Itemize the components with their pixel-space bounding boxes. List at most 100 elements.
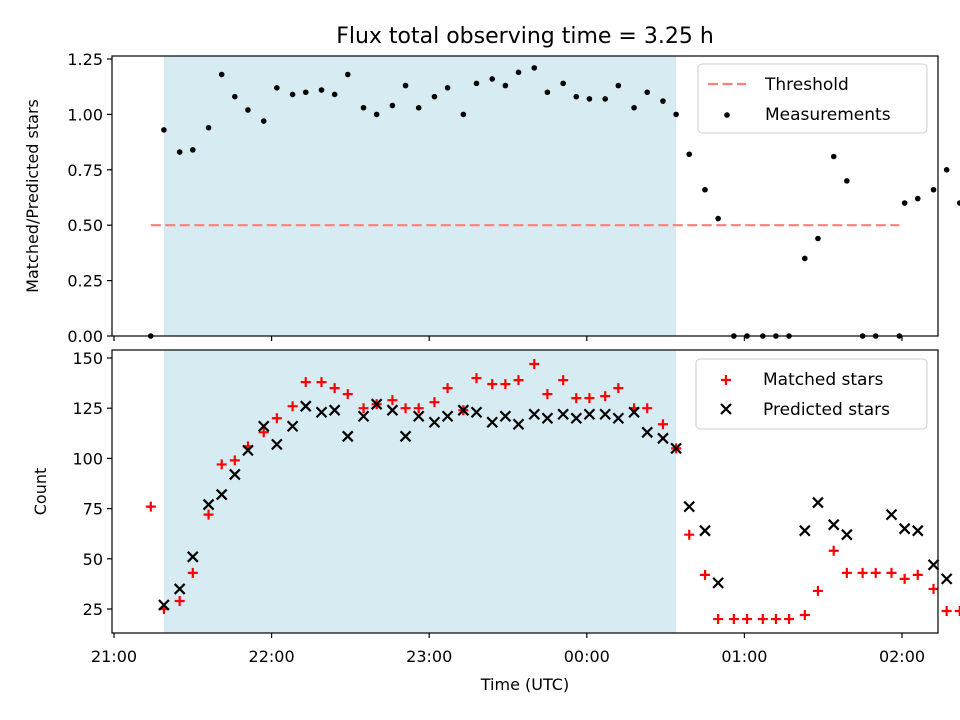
predicted-star-point: [441, 410, 454, 423]
measurement-point: [402, 82, 409, 89]
predicted-star-point: [187, 551, 199, 563]
matched-star-point: [857, 567, 868, 578]
measurement-point: [260, 118, 267, 124]
matched-star-point: [742, 614, 753, 625]
legend-measurements-label: Measurements: [765, 105, 891, 125]
measurement-point: [161, 127, 167, 133]
legend-matched-label: Matched stars: [763, 370, 883, 390]
measurement-point: [302, 89, 309, 96]
y-tick-label: 0.25: [67, 272, 103, 291]
measurement-point: [802, 255, 808, 262]
matched-star-point: [187, 567, 198, 578]
chart-title: Flux total observing time = 3.25 h: [336, 24, 714, 49]
measurement-point: [232, 93, 238, 100]
panel-ratio: [107, 55, 960, 341]
predicted-star-point: [370, 398, 383, 410]
x-tick-label: 23:00: [406, 647, 452, 666]
matched-star-point: [928, 583, 939, 594]
measurement-point: [389, 102, 396, 109]
measurement-point: [586, 96, 593, 102]
measurement-point: [344, 71, 351, 78]
predicted-star-point: [927, 559, 940, 571]
matched-star-point: [258, 427, 269, 438]
y-tick-label: 75: [83, 500, 103, 519]
predicted-star-point: [541, 412, 554, 425]
measurement-point: [702, 186, 708, 193]
measurement-point: [544, 89, 551, 96]
predicted-star-point: [386, 404, 399, 416]
predicted-star-point: [512, 418, 525, 431]
matched-star-point: [812, 585, 823, 596]
panel-counts: [107, 349, 960, 638]
predicted-star-point: [657, 432, 669, 445]
matched-star-point: [799, 610, 810, 621]
predicted-star-point: [612, 412, 625, 425]
y-tick-label: 0.50: [67, 216, 103, 235]
predicted-star-point: [257, 420, 270, 433]
legend-bottom: Matched stars Predicted stars: [695, 358, 928, 430]
matched-star-point: [429, 397, 440, 408]
matched-star-point: [584, 393, 595, 404]
matched-star-point: [487, 379, 498, 390]
legend-top: Threshold Measurements: [697, 63, 928, 134]
matched-star-point: [442, 383, 453, 394]
series-measurements: [147, 65, 960, 339]
measurement-point: [318, 87, 325, 93]
matched-star-point: [329, 383, 340, 394]
matched-star-point: [886, 567, 897, 578]
y-tick-label: 125: [72, 399, 103, 418]
predicted-star-point: [202, 498, 215, 511]
measurement-point: [489, 76, 496, 82]
matched-star-point: [216, 459, 227, 470]
predicted-star-point: [286, 420, 299, 433]
measurement-point: [289, 91, 296, 98]
legend-box: [697, 63, 928, 134]
measurement-point: [602, 96, 608, 102]
predicted-star-point: [641, 426, 653, 439]
predicted-star-point: [470, 406, 483, 418]
predicted-star-point: [827, 518, 840, 531]
observing-span: [163, 56, 677, 336]
matched-star-point: [784, 614, 795, 625]
legend-matched-swatch: [721, 375, 731, 385]
measurement-point: [218, 71, 225, 78]
matched-star-point: [558, 375, 569, 386]
predicted-star-point: [628, 406, 640, 418]
measurement-point: [190, 147, 196, 153]
measurement-point: [331, 91, 338, 98]
matched-star-point: [770, 614, 781, 625]
matched-star-point: [342, 389, 353, 400]
measurement-point: [844, 178, 850, 184]
legend-predicted-label: Predicted stars: [763, 400, 890, 420]
measurement-point: [415, 104, 422, 111]
legend-predicted-swatch: [720, 403, 732, 415]
y-axis-label: Matched/Predicted stars: [23, 99, 42, 293]
predicted-star-point: [712, 577, 724, 589]
measurement-point: [830, 153, 837, 160]
matched-star-point: [841, 567, 852, 578]
y-tick-label: 0.75: [67, 161, 103, 180]
matched-star-point: [700, 569, 710, 580]
matched-star-point: [203, 509, 214, 520]
matched-star-point: [728, 614, 739, 625]
predicted-star-point: [242, 444, 254, 457]
matched-star-point: [600, 391, 611, 402]
matched-star-point: [145, 501, 156, 512]
matched-star-point: [912, 569, 923, 580]
measurement-point: [245, 107, 251, 113]
measurement-point: [930, 186, 937, 193]
predicted-star-point: [583, 408, 596, 421]
measurement-point: [531, 65, 538, 71]
predicted-star-point: [328, 404, 341, 416]
x-tick-label: 21:00: [91, 647, 137, 666]
predicted-star-point: [841, 528, 853, 541]
matched-star-point: [613, 383, 624, 394]
measurement-point: [274, 85, 280, 91]
predicted-star-point: [173, 583, 186, 595]
measurement-point: [615, 82, 622, 89]
y-tick-label: 25: [83, 600, 103, 619]
measurement-point: [715, 215, 721, 222]
predicted-star-point: [315, 406, 328, 418]
predicted-star-point: [229, 468, 241, 481]
